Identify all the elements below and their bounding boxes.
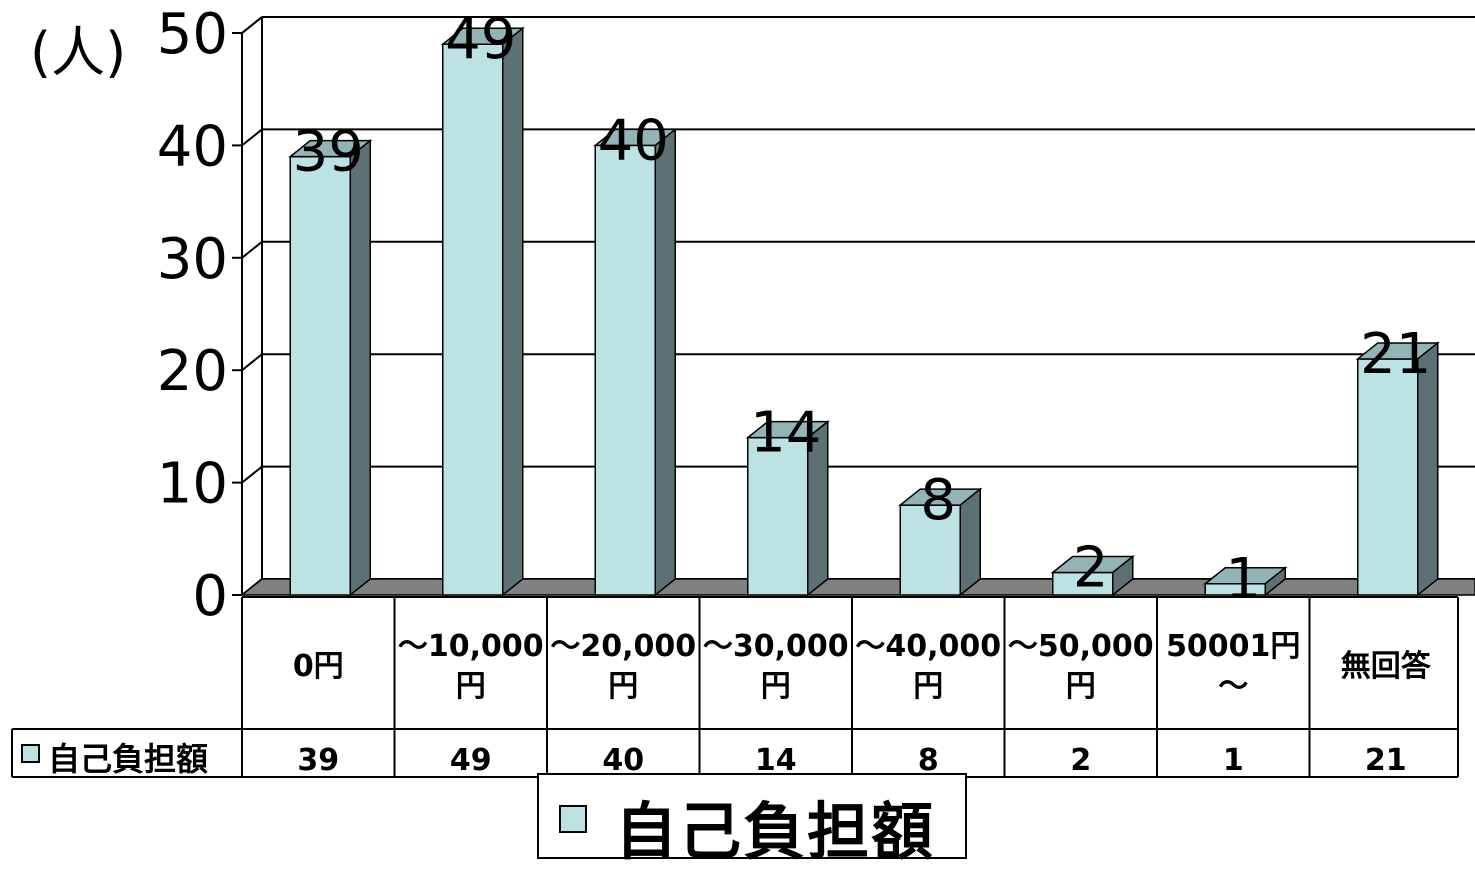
bar-front — [594, 144, 656, 596]
category-label: ～30,000 円 — [703, 629, 849, 704]
table-value: 14 — [755, 743, 797, 778]
bar — [1050, 554, 1135, 597]
data-label: 49 — [445, 7, 516, 72]
bar — [1355, 341, 1440, 597]
y-tick-labels: 0 10 20 30 40 50 — [157, 2, 228, 629]
table-value: 1 — [1223, 743, 1244, 778]
bar-side — [1264, 566, 1286, 597]
bar-side — [654, 127, 676, 597]
data-table: 自己負担額 0円 39 ～10,000 円 49 ～20,000 円 40 ～30,000 円 14 ～… — [11, 596, 1459, 778]
y-tick-label: 20 — [157, 339, 228, 404]
data-label: 1 — [1225, 547, 1261, 612]
legend: 自己負担額 — [537, 773, 967, 868]
gridline-side — [241, 128, 263, 147]
table-value: 8 — [918, 743, 939, 778]
category-label-line: 円 — [608, 669, 638, 704]
gridline-side — [241, 353, 263, 371]
bar-front — [442, 43, 504, 596]
data-label: 21 — [1360, 322, 1431, 387]
legend-label: 自己負担額 — [615, 795, 936, 868]
category-label-line: ～40,000 — [855, 629, 1001, 664]
category-label: 50001円 ～ — [1166, 629, 1300, 704]
bar-front — [289, 155, 351, 596]
gridline-side — [241, 465, 263, 484]
category-label-line: 円 — [1066, 669, 1096, 704]
bars — [288, 26, 1440, 597]
bar-side — [502, 26, 524, 597]
y-axis-unit: (人) — [30, 21, 127, 84]
y-tick-label: 30 — [157, 227, 228, 292]
y-axis-top-edge — [241, 16, 263, 34]
category-label-line: 円 — [761, 669, 791, 704]
bar-side — [807, 420, 829, 597]
category-label-line: ～50,000 — [1008, 629, 1154, 664]
category-label-line: 0円 — [293, 649, 344, 684]
bar-side — [1112, 554, 1134, 597]
category-label-line: ～10,000 — [398, 629, 544, 664]
table-legend-swatch — [21, 744, 40, 763]
table-value: 40 — [602, 743, 644, 778]
floor-polygon — [239, 578, 1475, 596]
bar-side — [349, 139, 371, 597]
table-value: 49 — [450, 743, 492, 778]
gridline-side — [241, 241, 263, 259]
bar — [593, 127, 678, 597]
legend-swatch — [559, 805, 587, 833]
bar-side — [959, 487, 981, 597]
bar — [440, 26, 525, 597]
data-label: 2 — [1073, 536, 1109, 601]
category-label-line: ～30,000 — [703, 629, 849, 664]
category-label: ～20,000 円 — [550, 629, 696, 704]
data-label: 40 — [598, 108, 669, 173]
bar — [898, 487, 983, 597]
bar-front — [747, 436, 809, 596]
data-label: 14 — [750, 401, 821, 466]
category-label: ～40,000 円 — [855, 629, 1001, 704]
y-tick-label: 50 — [157, 2, 228, 67]
category-label: 0円 — [293, 649, 344, 684]
category-label-line: 円 — [913, 669, 943, 704]
table-value: 2 — [1070, 743, 1091, 778]
bar-side — [1417, 341, 1439, 597]
y-axis — [232, 16, 263, 596]
data-label: 8 — [920, 468, 956, 533]
plot-floor — [239, 578, 1475, 596]
data-label: 39 — [293, 120, 364, 185]
y-tick-label: 40 — [157, 114, 228, 179]
category-label: ～50,000 円 — [1008, 629, 1154, 704]
y-tick-label: 0 — [192, 564, 228, 629]
table-value: 39 — [297, 743, 339, 778]
category-label-line: ～ — [1218, 669, 1248, 704]
table-value: 21 — [1365, 743, 1407, 778]
bar-front — [1357, 358, 1419, 596]
category-label-line: 円 — [456, 669, 486, 704]
category-label-line: 50001円 — [1166, 629, 1300, 664]
category-label: ～10,000 円 — [398, 629, 544, 704]
y-tick-label: 10 — [157, 452, 228, 517]
category-label: 無回答 — [1341, 649, 1432, 684]
category-label-line: ～20,000 — [550, 629, 696, 664]
bar — [288, 139, 373, 597]
bar — [1203, 566, 1288, 597]
category-label-line: 無回答 — [1341, 649, 1432, 684]
table-row-header: 自己負担額 — [48, 740, 208, 778]
bar — [745, 420, 830, 597]
